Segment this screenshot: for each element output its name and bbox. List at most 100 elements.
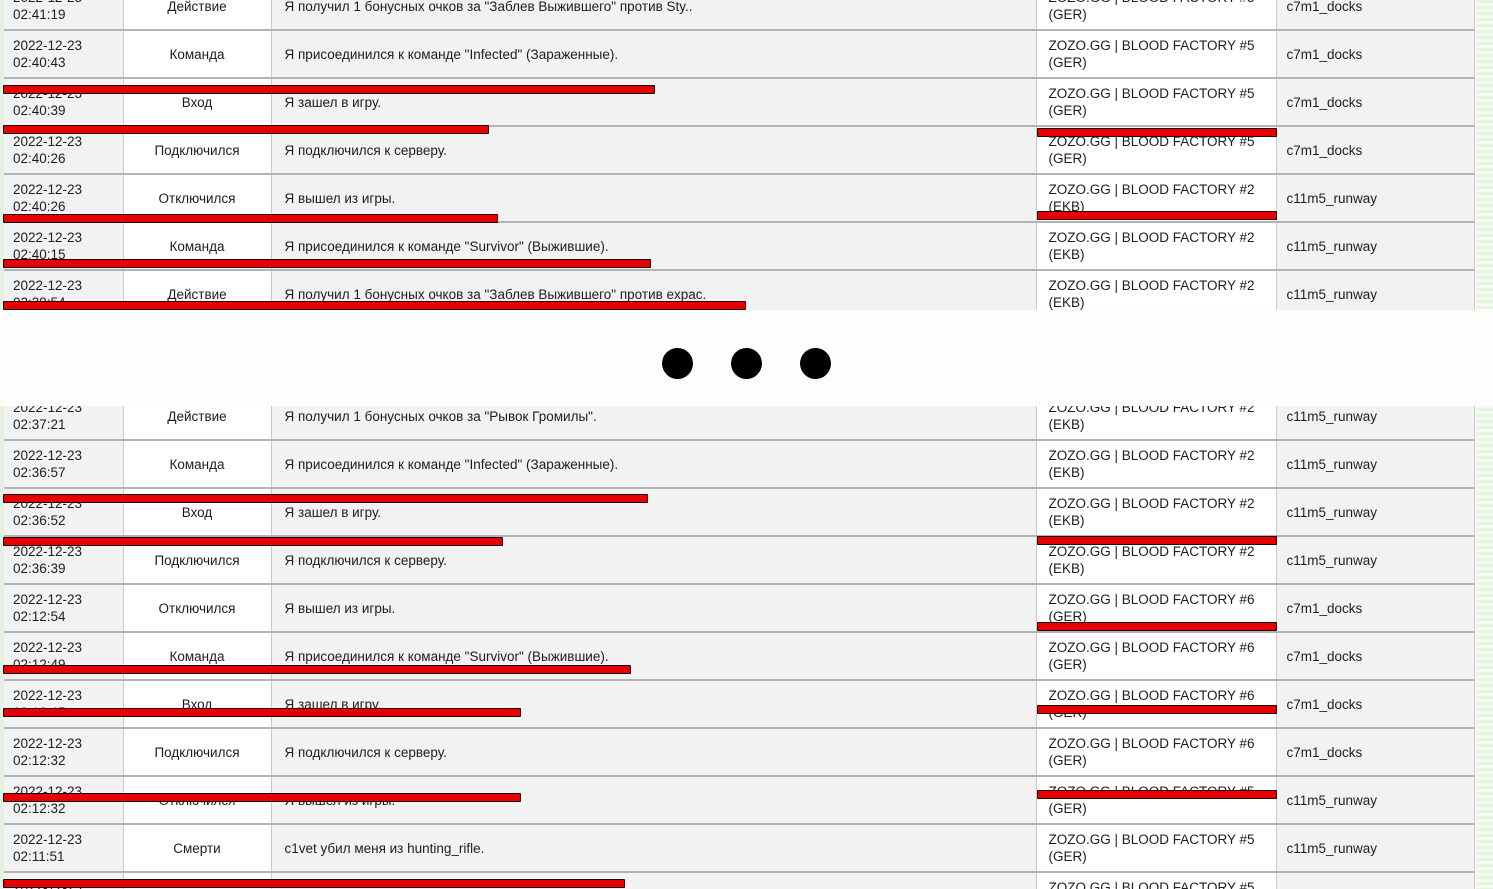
table-row[interactable]: 2022-12-23 02:40:39 Вход Я зашел в игру. ZOZ… — [4, 77, 1475, 127]
cell-server-name: ZOZO.GG | BLOOD FACTORY #5 (GER) — [1036, 823, 1277, 873]
timestamp-time: 02:12:45 — [13, 705, 66, 720]
cell-event-message: Я присоединился к команде "Survivor" (Вы… — [271, 631, 1037, 681]
table-row[interactable]: 2022-12-23 02:12:49 Команда Я присоединился… — [4, 631, 1475, 681]
cell-server-name: ZOZO.GG | BLOOD FACTORY #5 (GER) — [1036, 125, 1277, 175]
cell-event-message: Я подключился к серверу. — [271, 535, 1037, 585]
cell-event-type: Команда — [123, 29, 272, 79]
cell-server-name: ZOZO.GG | BLOOD FACTORY #2 (EKB) — [1036, 535, 1277, 585]
table-row[interactable]: 2022-12-23 02:40:15 Команда Я присоединился… — [4, 221, 1475, 271]
timestamp-time: 02:41:19 — [13, 7, 66, 22]
cell-event-message: Я вышел из игры. — [271, 173, 1037, 223]
timestamp-time: 02:36:52 — [13, 513, 66, 528]
cell-event-message: Я вышел из игры. — [271, 775, 1037, 825]
cell-event-message: Я присоединился к команде "Infected" (За… — [271, 29, 1037, 79]
timestamp-date: 2022-12-23 — [13, 182, 83, 197]
cell-map-name: c7m1_docks — [1276, 125, 1475, 175]
timestamp-date: 2022-12-23 — [13, 0, 113, 6]
cell-server-name: ZOZO.GG | BLOOD FACTORY #5 (GER) — [1036, 77, 1277, 127]
cell-map-name: c7m1_docks — [1276, 727, 1475, 777]
table-row[interactable]: 2022-12-23 02:12:32 Подключился Я подключил… — [4, 727, 1475, 777]
cell-timestamp: 2022-12-23 02:12:49 — [4, 631, 124, 681]
cell-event-message: Я зашел в игру. — [271, 679, 1037, 729]
cell-server-name: ZOZO.GG | BLOOD FACTORY #2 (EKB) — [1036, 221, 1277, 271]
timestamp-date: 2022-12-23 — [13, 278, 83, 293]
cell-event-type: Смерти — [123, 823, 272, 873]
cell-event-message: Я присоединился к команде "Survivor" (Вы… — [271, 221, 1037, 271]
table-row[interactable]: 2022-12-23 02:12:45 Вход Я зашел в игру. ZOZ… — [4, 679, 1475, 729]
cell-map-name: c11m5_runway — [1276, 535, 1475, 585]
cell-map-name: c11m5_runway — [1276, 871, 1475, 889]
cell-event-type: Отключился — [123, 583, 272, 633]
cell-event-message: Я получил 1 бонусных очков за "Заблев Вы… — [271, 0, 1037, 31]
timestamp-time: 02:37:21 — [13, 417, 66, 432]
table-row[interactable]: 2022-12-23 02:40:43 Команда Я присоединился… — [4, 29, 1475, 79]
cell-timestamp: 2022-12-23 02:11:51 — [4, 823, 124, 873]
timestamp-time: 02:12:49 — [13, 657, 66, 672]
timestamp-date: 2022-12-23 — [13, 640, 83, 655]
table-row[interactable]: 2022-12-23 02:36:39 Подключился Я подключил… — [4, 535, 1475, 585]
cell-event-type: Команда — [123, 221, 272, 271]
cell-map-name: c7m1_docks — [1276, 77, 1475, 127]
table-row[interactable]: 2022-12-23 02:40:26 Отключился Я вышел из и… — [4, 173, 1475, 223]
cell-timestamp: 2022-12-23 02:40:43 — [4, 29, 124, 79]
cell-server-name: ZOZO.GG | BLOOD FACTORY #5 (GER) — [1036, 29, 1277, 79]
cell-map-name: c11m5_runway — [1276, 221, 1475, 271]
timestamp-date: 2022-12-23 — [13, 688, 83, 703]
cell-server-name: ZOZO.GG | BLOOD FACTORY #2 (EKB) — [1036, 439, 1277, 489]
cell-timestamp: 2022-12-23 02:36:57 — [4, 439, 124, 489]
timestamp-date: 2022-12-23 — [13, 134, 83, 149]
cell-event-message: Я получил 1 бонусных очков за "Рывок Гро… — [271, 392, 1037, 441]
ellipsis-dot-2 — [731, 347, 762, 379]
cell-event-message: Я присоединился к команде "Infected" (За… — [271, 439, 1037, 489]
cell-server-name: ZOZO.GG | BLOOD FACTORY #6 (GER) — [1036, 679, 1277, 729]
cell-event-type: Вход — [123, 487, 272, 537]
cell-event-message: c1vet убил меня из hunting_rifle. — [271, 823, 1037, 873]
timestamp-date: 2022-12-23 — [13, 832, 83, 847]
cell-map-name: c11m5_runway — [1276, 775, 1475, 825]
timestamp-time: 02:12:54 — [13, 609, 66, 624]
timestamp-date: 2022-12-23 — [13, 544, 83, 559]
timestamp-date: 2022-12-23 — [13, 880, 83, 889]
cell-server-name: ZOZO.GG | BLOOD FACTORY #6 (GER) — [1036, 727, 1277, 777]
table-row[interactable]: 2022-12-23 02:40:26 Подключился Я подключил… — [4, 125, 1475, 175]
timestamp-time: 02:40:26 — [13, 199, 66, 214]
table-row[interactable]: 2022-12-23 02:12:54 Отключился Я вышел из и… — [4, 583, 1475, 633]
cell-server-name: ZOZO.GG | BLOOD FACTORY #6 (GER) — [1036, 631, 1277, 681]
cell-event-type: Подключился — [123, 125, 272, 175]
timestamp-date: 2022-12-23 — [13, 448, 83, 463]
cell-map-name: c7m1_docks — [1276, 631, 1475, 681]
cell-event-type: Вход — [123, 77, 272, 127]
cell-event-type: Вход — [123, 679, 272, 729]
cell-server-name: ZOZO.GG | BLOOD FACTORY #5 (GER) — [1036, 871, 1277, 889]
timestamp-time: 02:12:32 — [13, 753, 66, 768]
table-row[interactable]: 2022-12-23 02:11:51 Смерти c1vet убил меня … — [4, 823, 1475, 873]
cell-map-name: c11m5_runway — [1276, 823, 1475, 873]
cell-timestamp: 2022-12-23 02:36:52 — [4, 487, 124, 537]
table-row[interactable]: 2022-12-23 02:12:32 Отключился Я вышел из и… — [4, 775, 1475, 825]
cell-event-type: Подключился — [123, 727, 272, 777]
table-row[interactable]: 2022-12-23 02:36:57 Команда Я присоединился… — [4, 439, 1475, 489]
cell-map-name: c7m1_docks — [1276, 29, 1475, 79]
table-row[interactable]: 2022-12-23 02:36:52 Вход Я зашел в игру. ZOZ… — [4, 487, 1475, 537]
ellipsis-separator — [0, 340, 1493, 386]
timestamp-date: 2022-12-23 — [13, 784, 83, 799]
cell-map-name: c7m1_docks — [1276, 0, 1475, 31]
cell-map-name: c7m1_docks — [1276, 583, 1475, 633]
cell-timestamp: 2022-12-23 02:40:39 — [4, 77, 124, 127]
event-log-table-lower: 2022-12-23 02:37:21 Действие Я получил 1 бо… — [4, 392, 1475, 889]
timestamp-time: 02:11:51 — [13, 849, 65, 864]
timestamp-date: 2022-12-23 — [13, 38, 83, 53]
cell-event-type: Действие — [123, 0, 272, 31]
cell-server-name: ZOZO.GG | BLOOD FACTORY #6 (GER) — [1036, 583, 1277, 633]
timestamp-date: 2022-12-23 — [13, 736, 83, 751]
cell-event-message: Я зашел в игру. — [271, 77, 1037, 127]
cell-map-name: c7m1_docks — [1276, 679, 1475, 729]
cell-event-message: Я зашел в игру. — [271, 487, 1037, 537]
cell-event-type: Действие — [123, 871, 272, 889]
